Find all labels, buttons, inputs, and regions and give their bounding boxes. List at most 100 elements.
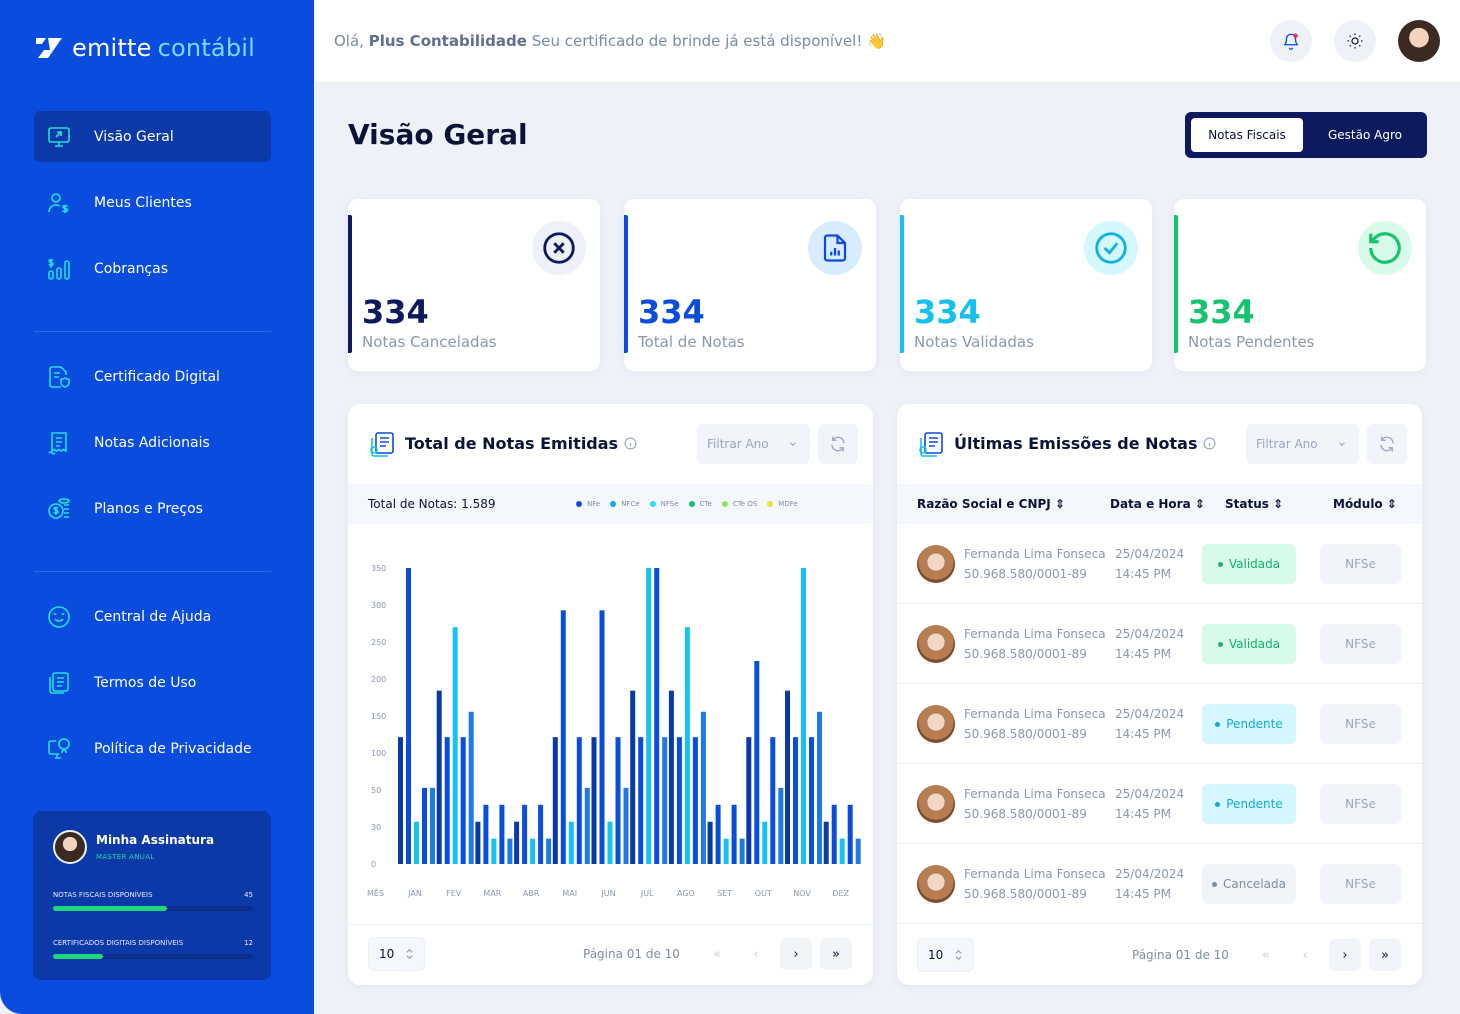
bar-jul-4[interactable]: [662, 737, 668, 864]
bar-jan-1[interactable]: [406, 568, 411, 864]
bar-jun-3[interactable]: [615, 737, 621, 864]
bar-ago-4[interactable]: [700, 711, 706, 864]
sidebar-item-central-ajuda[interactable]: Central de Ajuda: [34, 591, 271, 642]
year-filter-select[interactable]: Filtrar Ano: [1246, 424, 1359, 464]
sidebar-item-politica-privacidade[interactable]: Política de Privacidade: [34, 723, 271, 774]
first-page-button[interactable]: «: [701, 938, 733, 970]
bar-nov-0[interactable]: [785, 690, 790, 864]
bar-mai-2[interactable]: [568, 821, 574, 864]
stat-card-pendentes[interactable]: 334 Notas Pendentes: [1174, 199, 1426, 371]
table-row[interactable]: Fernanda Lima Fonseca 50.968.580/0001-89 2…: [897, 524, 1422, 604]
bar-mar-3[interactable]: [499, 804, 505, 864]
bar-mai-4[interactable]: [584, 787, 590, 864]
year-filter-select[interactable]: Filtrar Ano: [697, 424, 810, 464]
bar-nov-1[interactable]: [793, 737, 798, 864]
bar-nov-4[interactable]: [817, 711, 822, 864]
bar-set-1[interactable]: [715, 804, 721, 864]
bar-ago-2[interactable]: [684, 627, 690, 864]
bar-set-0[interactable]: [707, 821, 713, 864]
refresh-button[interactable]: [1367, 424, 1407, 464]
sidebar-item-cobrancas[interactable]: Cobranças: [34, 243, 271, 294]
bar-jul-2[interactable]: [646, 568, 652, 864]
sidebar-item-termos-uso[interactable]: Termos de Uso: [34, 657, 271, 708]
brand-logo[interactable]: emitte contábil: [34, 30, 255, 66]
bar-set-2[interactable]: [723, 838, 729, 864]
column-header-modulo[interactable]: Módulo ⇕: [1333, 497, 1397, 511]
bar-mar-4[interactable]: [507, 838, 513, 864]
sidebar-item-meus-clientes[interactable]: Meus Clientes: [34, 177, 271, 228]
bar-mai-3[interactable]: [576, 737, 582, 864]
segment-gestao-agro[interactable]: Gestão Agro: [1328, 128, 1402, 142]
next-page-button[interactable]: ›: [780, 938, 812, 970]
last-page-button[interactable]: »: [1369, 939, 1401, 971]
legend-item[interactable]: CTe: [688, 500, 712, 508]
bar-abr-0[interactable]: [514, 821, 520, 864]
legend-item[interactable]: NFe: [576, 500, 600, 508]
bar-set-3[interactable]: [731, 804, 737, 864]
first-page-button[interactable]: «: [1250, 939, 1282, 971]
table-row[interactable]: Fernanda Lima Fonseca 50.968.580/0001-89 2…: [897, 684, 1422, 764]
bar-fev-1[interactable]: [444, 737, 450, 864]
stat-card-validadas[interactable]: 334 Notas Validadas: [900, 199, 1152, 371]
bar-fev-4[interactable]: [468, 711, 474, 864]
bar-nov-3[interactable]: [809, 737, 814, 864]
bar-out-0[interactable]: [746, 737, 752, 864]
next-page-button[interactable]: ›: [1329, 939, 1361, 971]
table-row[interactable]: Fernanda Lima Fonseca 50.968.580/0001-89 2…: [897, 844, 1422, 924]
per-page-select[interactable]: 10: [917, 938, 974, 972]
bar-jan-4[interactable]: [430, 787, 435, 864]
bar-abr-2[interactable]: [530, 838, 536, 864]
sidebar-item-visao-geral[interactable]: Visão Geral: [34, 111, 271, 162]
sidebar-item-certificado-digital[interactable]: Certificado Digital: [34, 351, 271, 402]
bar-mai-0[interactable]: [552, 737, 558, 864]
bar-abr-4[interactable]: [546, 838, 552, 864]
bar-dez-3[interactable]: [847, 804, 853, 864]
bar-mar-1[interactable]: [483, 804, 489, 864]
column-header-razao-social[interactable]: Razão Social e CNPJ ⇕: [917, 497, 1066, 511]
bar-out-4[interactable]: [778, 787, 784, 864]
bar-mai-1[interactable]: [560, 610, 566, 864]
bar-fev-3[interactable]: [460, 737, 466, 864]
notifications-button[interactable]: [1270, 20, 1312, 62]
bar-jan-0[interactable]: [398, 737, 403, 864]
segment-notas-fiscais[interactable]: Notas Fiscais: [1191, 118, 1303, 152]
bar-ago-1[interactable]: [676, 737, 682, 864]
column-header-status[interactable]: Status ⇕: [1225, 497, 1284, 511]
bar-fev-2[interactable]: [452, 627, 458, 864]
bar-dez-2[interactable]: [839, 838, 845, 864]
bar-jul-0[interactable]: [630, 690, 636, 864]
last-page-button[interactable]: »: [820, 938, 852, 970]
bar-fev-0[interactable]: [436, 690, 442, 864]
legend-item[interactable]: NFCe: [610, 500, 640, 508]
sidebar-item-notas-adicionais[interactable]: Notas Adicionais: [34, 417, 271, 468]
bar-jun-0[interactable]: [591, 737, 597, 864]
bar-mar-2[interactable]: [491, 838, 497, 864]
bar-dez-1[interactable]: [831, 804, 837, 864]
bar-jun-4[interactable]: [623, 787, 629, 864]
refresh-button[interactable]: [818, 424, 858, 464]
prev-page-button[interactable]: ‹: [740, 938, 772, 970]
bar-jun-2[interactable]: [607, 821, 613, 864]
stat-card-total[interactable]: 334 Total de Notas: [624, 199, 876, 371]
bar-nov-2[interactable]: [801, 568, 806, 864]
legend-item[interactable]: CTe OS: [721, 500, 757, 508]
bar-ago-3[interactable]: [692, 737, 698, 864]
bar-mar-0[interactable]: [475, 821, 481, 864]
bar-jun-1[interactable]: [599, 610, 605, 864]
column-header-data-hora[interactable]: Data e Hora ⇕: [1110, 497, 1205, 511]
bar-set-4[interactable]: [739, 838, 745, 864]
bar-jul-1[interactable]: [638, 737, 644, 864]
theme-toggle-button[interactable]: [1334, 20, 1376, 62]
bar-jul-3[interactable]: [654, 568, 660, 864]
legend-item[interactable]: NFSe: [649, 500, 679, 508]
bar-jan-3[interactable]: [422, 787, 427, 864]
bar-abr-3[interactable]: [538, 804, 544, 864]
per-page-select[interactable]: 10: [368, 937, 425, 971]
bar-dez-0[interactable]: [823, 821, 829, 864]
subscription-card[interactable]: Minha Assinatura MASTER ANUAL NOTAS FISC…: [33, 811, 271, 980]
bar-out-3[interactable]: [770, 737, 776, 864]
bar-jan-2[interactable]: [414, 821, 419, 864]
bar-out-1[interactable]: [754, 661, 760, 864]
legend-item[interactable]: MDFe: [767, 500, 798, 508]
user-avatar-button[interactable]: [1398, 20, 1440, 62]
